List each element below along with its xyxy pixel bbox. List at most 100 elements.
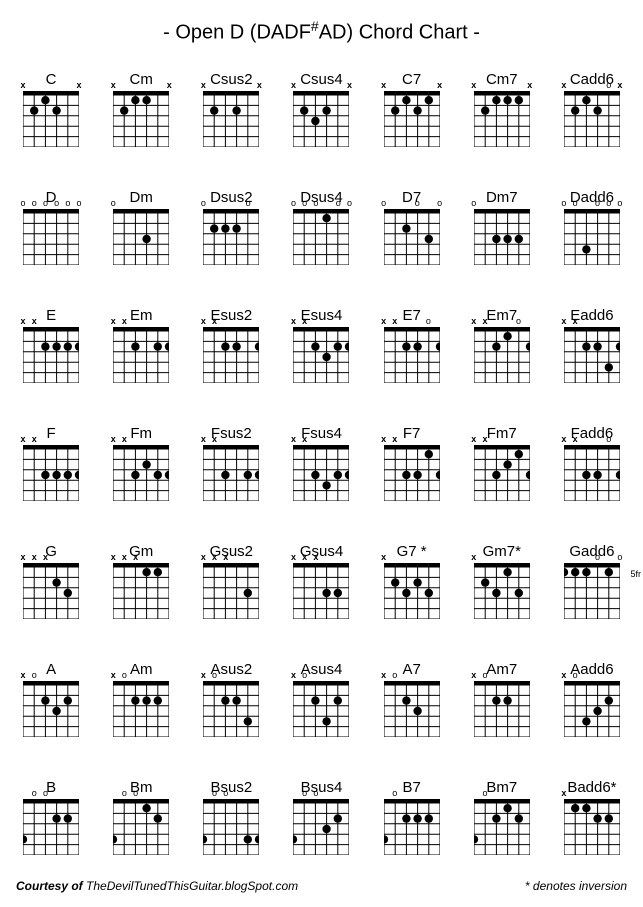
muted-string-marker: x <box>21 553 26 561</box>
string-markers: x <box>474 554 530 563</box>
open-string-marker: o <box>482 671 487 679</box>
muted-string-marker: x <box>201 553 206 561</box>
diagram-wrap: xx <box>23 327 79 383</box>
fretboard-svg <box>293 681 349 737</box>
muted-string-marker: x <box>291 553 296 561</box>
string-markers: oo <box>113 790 169 799</box>
chord-diagram: Dadd6ooooo <box>557 189 627 265</box>
muted-string-marker: x <box>381 671 386 679</box>
chord-diagram: Bsus4oo <box>286 779 356 855</box>
diagram-wrap: xx <box>113 327 169 383</box>
open-string-marker: o <box>482 789 487 797</box>
chord-diagram: Fmxx <box>106 425 176 501</box>
fretboard-svg <box>474 327 530 383</box>
string-markers: oo <box>293 790 349 799</box>
fret-position-label: 5fr <box>630 569 641 579</box>
string-markers: xo <box>203 672 259 681</box>
fretboard-svg <box>293 445 349 501</box>
chord-diagram: Gm7*x <box>467 543 537 619</box>
open-string-marker: o <box>212 671 217 679</box>
open-string-marker: o <box>313 789 318 797</box>
fretboard-svg <box>23 445 79 501</box>
chord-grid: CxxCmxxCsus2xxCsus4xxC7xxCm7xxCadd6xoxDo… <box>16 71 627 855</box>
fretboard-svg <box>384 681 440 737</box>
muted-string-marker: x <box>21 317 26 325</box>
fretboard-svg <box>23 91 79 147</box>
chord-diagram: B7o <box>377 779 447 855</box>
string-markers: xxx <box>23 554 79 563</box>
open-string-marker: o <box>32 789 37 797</box>
string-markers: xo <box>474 672 530 681</box>
diagram-wrap: oooooo <box>23 209 79 265</box>
diagram-wrap: oo <box>203 209 259 265</box>
fretboard-svg <box>384 327 440 383</box>
string-markers: xx <box>564 318 620 327</box>
chord-diagram: Fm7xx <box>467 425 537 501</box>
fretboard-svg <box>113 445 169 501</box>
diagram-wrap: xo <box>474 681 530 737</box>
diagram-wrap: xx <box>293 327 349 383</box>
open-string-marker: o <box>246 199 251 207</box>
muted-string-marker: x <box>201 671 206 679</box>
fretboard-svg <box>564 209 620 265</box>
string-markers: xx <box>23 436 79 445</box>
open-string-marker: o <box>54 199 59 207</box>
chord-diagram: Bm7o <box>467 779 537 855</box>
string-markers: xo <box>384 672 440 681</box>
string-markers: xxo <box>384 318 440 327</box>
fretboard-svg <box>564 681 620 737</box>
fretboard-svg <box>384 209 440 265</box>
open-string-marker: o <box>617 199 622 207</box>
fretboard-svg <box>113 327 169 383</box>
open-string-marker: o <box>617 553 622 561</box>
muted-string-marker: x <box>471 671 476 679</box>
muted-string-marker: x <box>291 435 296 443</box>
string-markers: o <box>384 790 440 799</box>
chord-diagram: Dsus4ooooo <box>286 189 356 265</box>
string-markers: xx <box>23 82 79 91</box>
diagram-wrap: x <box>564 799 620 855</box>
muted-string-marker: x <box>21 435 26 443</box>
fretboard-svg <box>293 327 349 383</box>
fretboard-svg <box>384 91 440 147</box>
open-string-marker: o <box>595 199 600 207</box>
open-string-marker: o <box>21 199 26 207</box>
string-markers: xx <box>203 318 259 327</box>
diagram-wrap: xx <box>293 91 349 147</box>
string-markers: xxx <box>293 554 349 563</box>
diagram-wrap: xo <box>23 681 79 737</box>
muted-string-marker: x <box>617 81 622 89</box>
muted-string-marker: x <box>111 553 116 561</box>
muted-string-marker: x <box>302 553 307 561</box>
fretboard-svg <box>293 799 349 855</box>
open-string-marker: o <box>595 553 600 561</box>
chord-diagram: Fadd6xxo <box>557 425 627 501</box>
muted-string-marker: x <box>133 553 138 561</box>
string-markers: ooooo <box>293 200 349 209</box>
string-markers: x <box>564 790 620 799</box>
muted-string-marker: x <box>212 317 217 325</box>
muted-string-marker: x <box>291 317 296 325</box>
fretboard-svg <box>293 209 349 265</box>
muted-string-marker: x <box>392 317 397 325</box>
fretboard-svg <box>564 563 620 619</box>
diagram-wrap: xx <box>384 445 440 501</box>
string-markers: xx <box>293 436 349 445</box>
chord-diagram: Cadd6xox <box>557 71 627 147</box>
diagram-wrap: xo <box>384 681 440 737</box>
open-string-marker: o <box>471 199 476 207</box>
fretboard-svg <box>564 445 620 501</box>
string-markers: o <box>113 200 169 209</box>
string-markers: xxo <box>474 318 530 327</box>
muted-string-marker: x <box>212 553 217 561</box>
fretboard-svg <box>293 91 349 147</box>
diagram-wrap: xx <box>564 327 620 383</box>
muted-string-marker: x <box>561 317 566 325</box>
string-markers: xxo <box>564 436 620 445</box>
diagram-wrap: xx <box>203 91 259 147</box>
muted-string-marker: x <box>111 671 116 679</box>
muted-string-marker: x <box>381 435 386 443</box>
open-string-marker: o <box>291 199 296 207</box>
muted-string-marker: x <box>32 317 37 325</box>
muted-string-marker: x <box>471 317 476 325</box>
